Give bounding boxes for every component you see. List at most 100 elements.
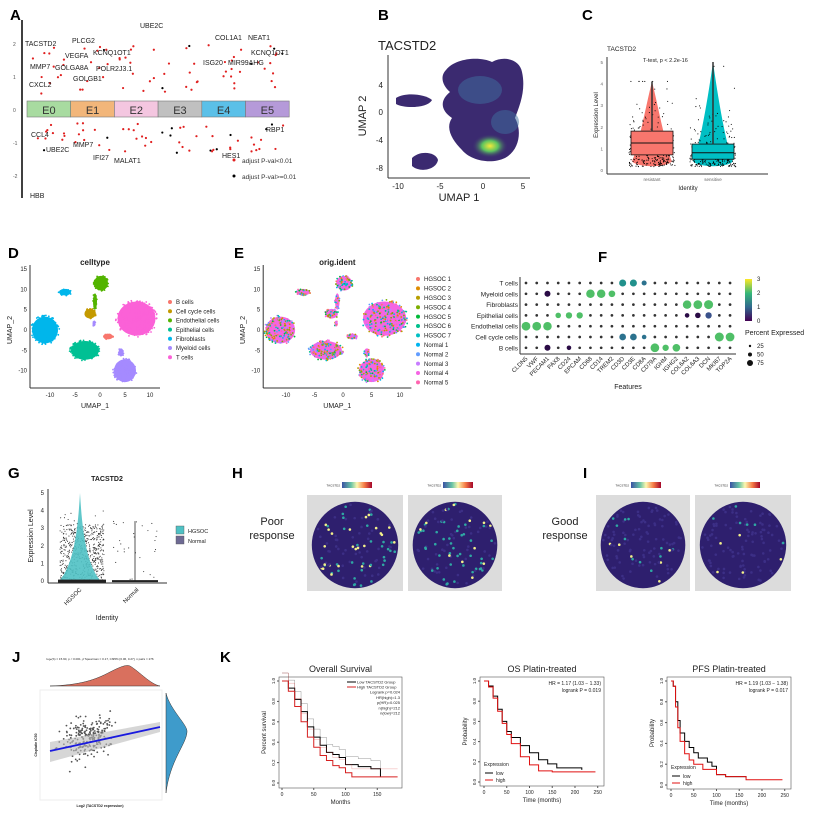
cell-point [51, 339, 54, 342]
data-point [75, 728, 78, 731]
spot [446, 582, 449, 585]
cell-point [44, 328, 47, 330]
cell-point [150, 320, 153, 323]
colorbar-tick-label: 2 [757, 291, 761, 297]
cell-point [331, 354, 334, 356]
cell-point [82, 347, 85, 349]
cell-point [54, 324, 57, 327]
y-tick-label: 0.8 [659, 698, 664, 705]
size-legend-title: Percent Expressed [745, 330, 804, 337]
jitter-point [98, 545, 101, 547]
jitter-point [666, 162, 668, 164]
cell-point [342, 276, 345, 278]
cell-point [335, 351, 338, 354]
y-tick-label: 0.2 [271, 759, 276, 766]
cell-point [71, 352, 74, 355]
cell-point [360, 368, 363, 371]
jitter-point [63, 528, 65, 530]
cell-point [391, 314, 393, 317]
cell-point [80, 356, 83, 359]
cell-point [368, 308, 371, 311]
jitter-point [697, 163, 700, 165]
y-axis-label: Expression Level [594, 92, 600, 138]
expression-dot [578, 281, 582, 285]
cell-point [113, 367, 116, 370]
x-tick-label: 5 [123, 393, 127, 399]
spot [714, 553, 718, 556]
spot [421, 567, 425, 570]
cell-point [110, 335, 112, 337]
cell-point [127, 308, 129, 311]
jitter-point [653, 160, 655, 162]
jitter-point [63, 532, 65, 535]
jitter-point [74, 529, 76, 531]
spot [634, 559, 638, 562]
cell-point [87, 353, 90, 355]
jitter-point [64, 554, 66, 556]
cell-point [283, 340, 286, 342]
jitter-point [149, 574, 151, 576]
spot [724, 523, 728, 527]
cell-point [142, 309, 144, 312]
cell-point [376, 363, 379, 366]
x-tick-label: -5 [436, 182, 444, 191]
spot [654, 537, 658, 541]
jitter-point [100, 543, 102, 546]
cell-point [392, 328, 395, 331]
cell-point [148, 303, 151, 306]
expression-dot [728, 314, 732, 317]
legend-label: HGSOC 1 [424, 277, 452, 283]
cell-point [326, 339, 329, 342]
colorbar-label: TACSTD2 [715, 484, 729, 488]
spot [469, 532, 473, 535]
jitter-point [86, 534, 88, 536]
cell-point [339, 351, 342, 354]
cell-point [290, 320, 293, 323]
cell-point [104, 337, 106, 339]
spot [655, 509, 659, 512]
cell-point [379, 316, 382, 318]
expression-dot [599, 314, 603, 317]
data-point [84, 724, 87, 727]
expression-dot [695, 312, 701, 319]
spot [323, 563, 326, 566]
spot [677, 536, 681, 539]
jitter-point [710, 141, 712, 143]
jitter-point [716, 160, 718, 162]
spot [334, 545, 338, 548]
jitter-point [65, 545, 67, 547]
jitter-point [60, 576, 62, 578]
spot [711, 571, 715, 574]
jitter-point [632, 160, 634, 163]
gene-point [167, 62, 171, 65]
cell-point [146, 331, 149, 333]
jitter-point [60, 524, 62, 527]
y-tick-label: 0 [257, 328, 261, 334]
cell-point [155, 313, 158, 315]
cell-point [129, 366, 132, 368]
cell-point [388, 313, 390, 315]
cell-point [376, 313, 379, 316]
spot [466, 548, 469, 552]
gene-label: IFI27 [93, 155, 109, 162]
cell-point [69, 293, 72, 295]
jitter-point [85, 541, 88, 543]
jitter-point [95, 559, 97, 562]
panel-label-F: F [598, 249, 607, 266]
gene-point [269, 62, 272, 65]
cell-point [372, 305, 374, 308]
cell-point [292, 324, 295, 326]
spot [452, 546, 455, 550]
spot [647, 524, 650, 528]
cell-point [345, 277, 348, 280]
cell-point [287, 339, 290, 342]
cell-point [126, 329, 129, 332]
cell-point [106, 333, 108, 336]
jitter-point [690, 164, 692, 166]
cell-point [329, 352, 331, 355]
cell-point [328, 313, 331, 316]
cell-point [378, 361, 380, 364]
spot [627, 517, 630, 521]
